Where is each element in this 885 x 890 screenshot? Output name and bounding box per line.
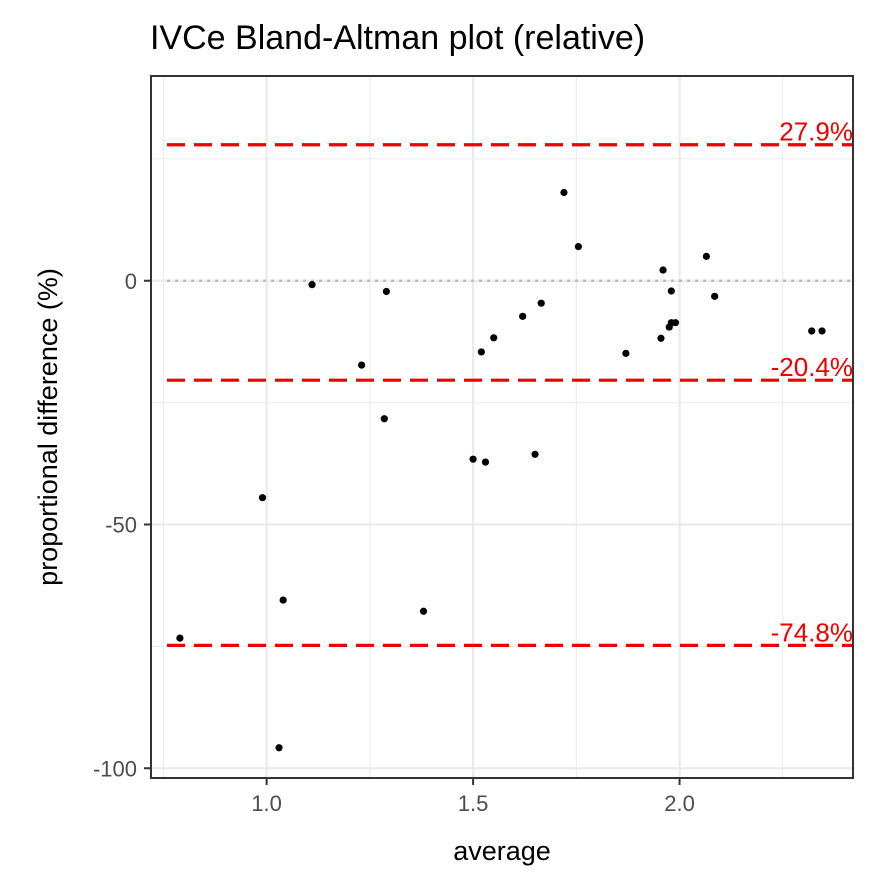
data-point <box>358 361 366 369</box>
x-tick-label: 1.5 <box>458 791 489 816</box>
data-point <box>622 349 630 357</box>
data-point <box>667 287 675 295</box>
x-tick-label: 1.0 <box>251 791 282 816</box>
y-axis-label: proportional difference (%) <box>33 268 63 586</box>
data-point <box>275 744 283 752</box>
x-tick-label: 2.0 <box>664 791 695 816</box>
reference-lines: 27.9% -20.4% -74.8% <box>167 117 853 647</box>
data-point <box>671 319 680 327</box>
axes: 1.0 1.5 2.0 0 -50 -100 <box>93 269 695 816</box>
limit-label: -74.8% <box>771 617 853 647</box>
data-point <box>519 312 527 320</box>
grid <box>151 76 853 778</box>
data-point <box>380 415 388 423</box>
data-point <box>702 252 711 260</box>
data-point <box>818 327 826 335</box>
data-point <box>477 348 485 356</box>
y-tick-label: -50 <box>105 513 137 538</box>
data-point <box>711 292 719 300</box>
limit-label: -20.4% <box>771 352 853 382</box>
y-tick-label: -100 <box>93 756 137 781</box>
data-point <box>176 634 184 642</box>
data-point <box>279 596 287 604</box>
chart-title: IVCe Bland-Altman plot (relative) <box>150 19 645 57</box>
data-point <box>258 494 267 502</box>
data-point <box>560 188 568 197</box>
data-point <box>481 458 490 466</box>
plot-panel-border <box>150 75 854 779</box>
limit-label: 27.9% <box>779 117 853 147</box>
data-point <box>308 281 316 289</box>
y-tick-label: 0 <box>125 269 137 294</box>
data-point <box>469 455 477 463</box>
data-point <box>657 334 665 342</box>
data-point <box>659 266 667 274</box>
data-point <box>419 607 428 615</box>
data-point <box>574 243 582 251</box>
data-points <box>176 188 826 752</box>
data-point <box>490 334 498 342</box>
x-axis-label: average <box>453 836 551 866</box>
data-point <box>382 287 390 296</box>
data-point <box>537 299 545 307</box>
data-point <box>808 327 816 335</box>
data-point <box>531 450 539 458</box>
